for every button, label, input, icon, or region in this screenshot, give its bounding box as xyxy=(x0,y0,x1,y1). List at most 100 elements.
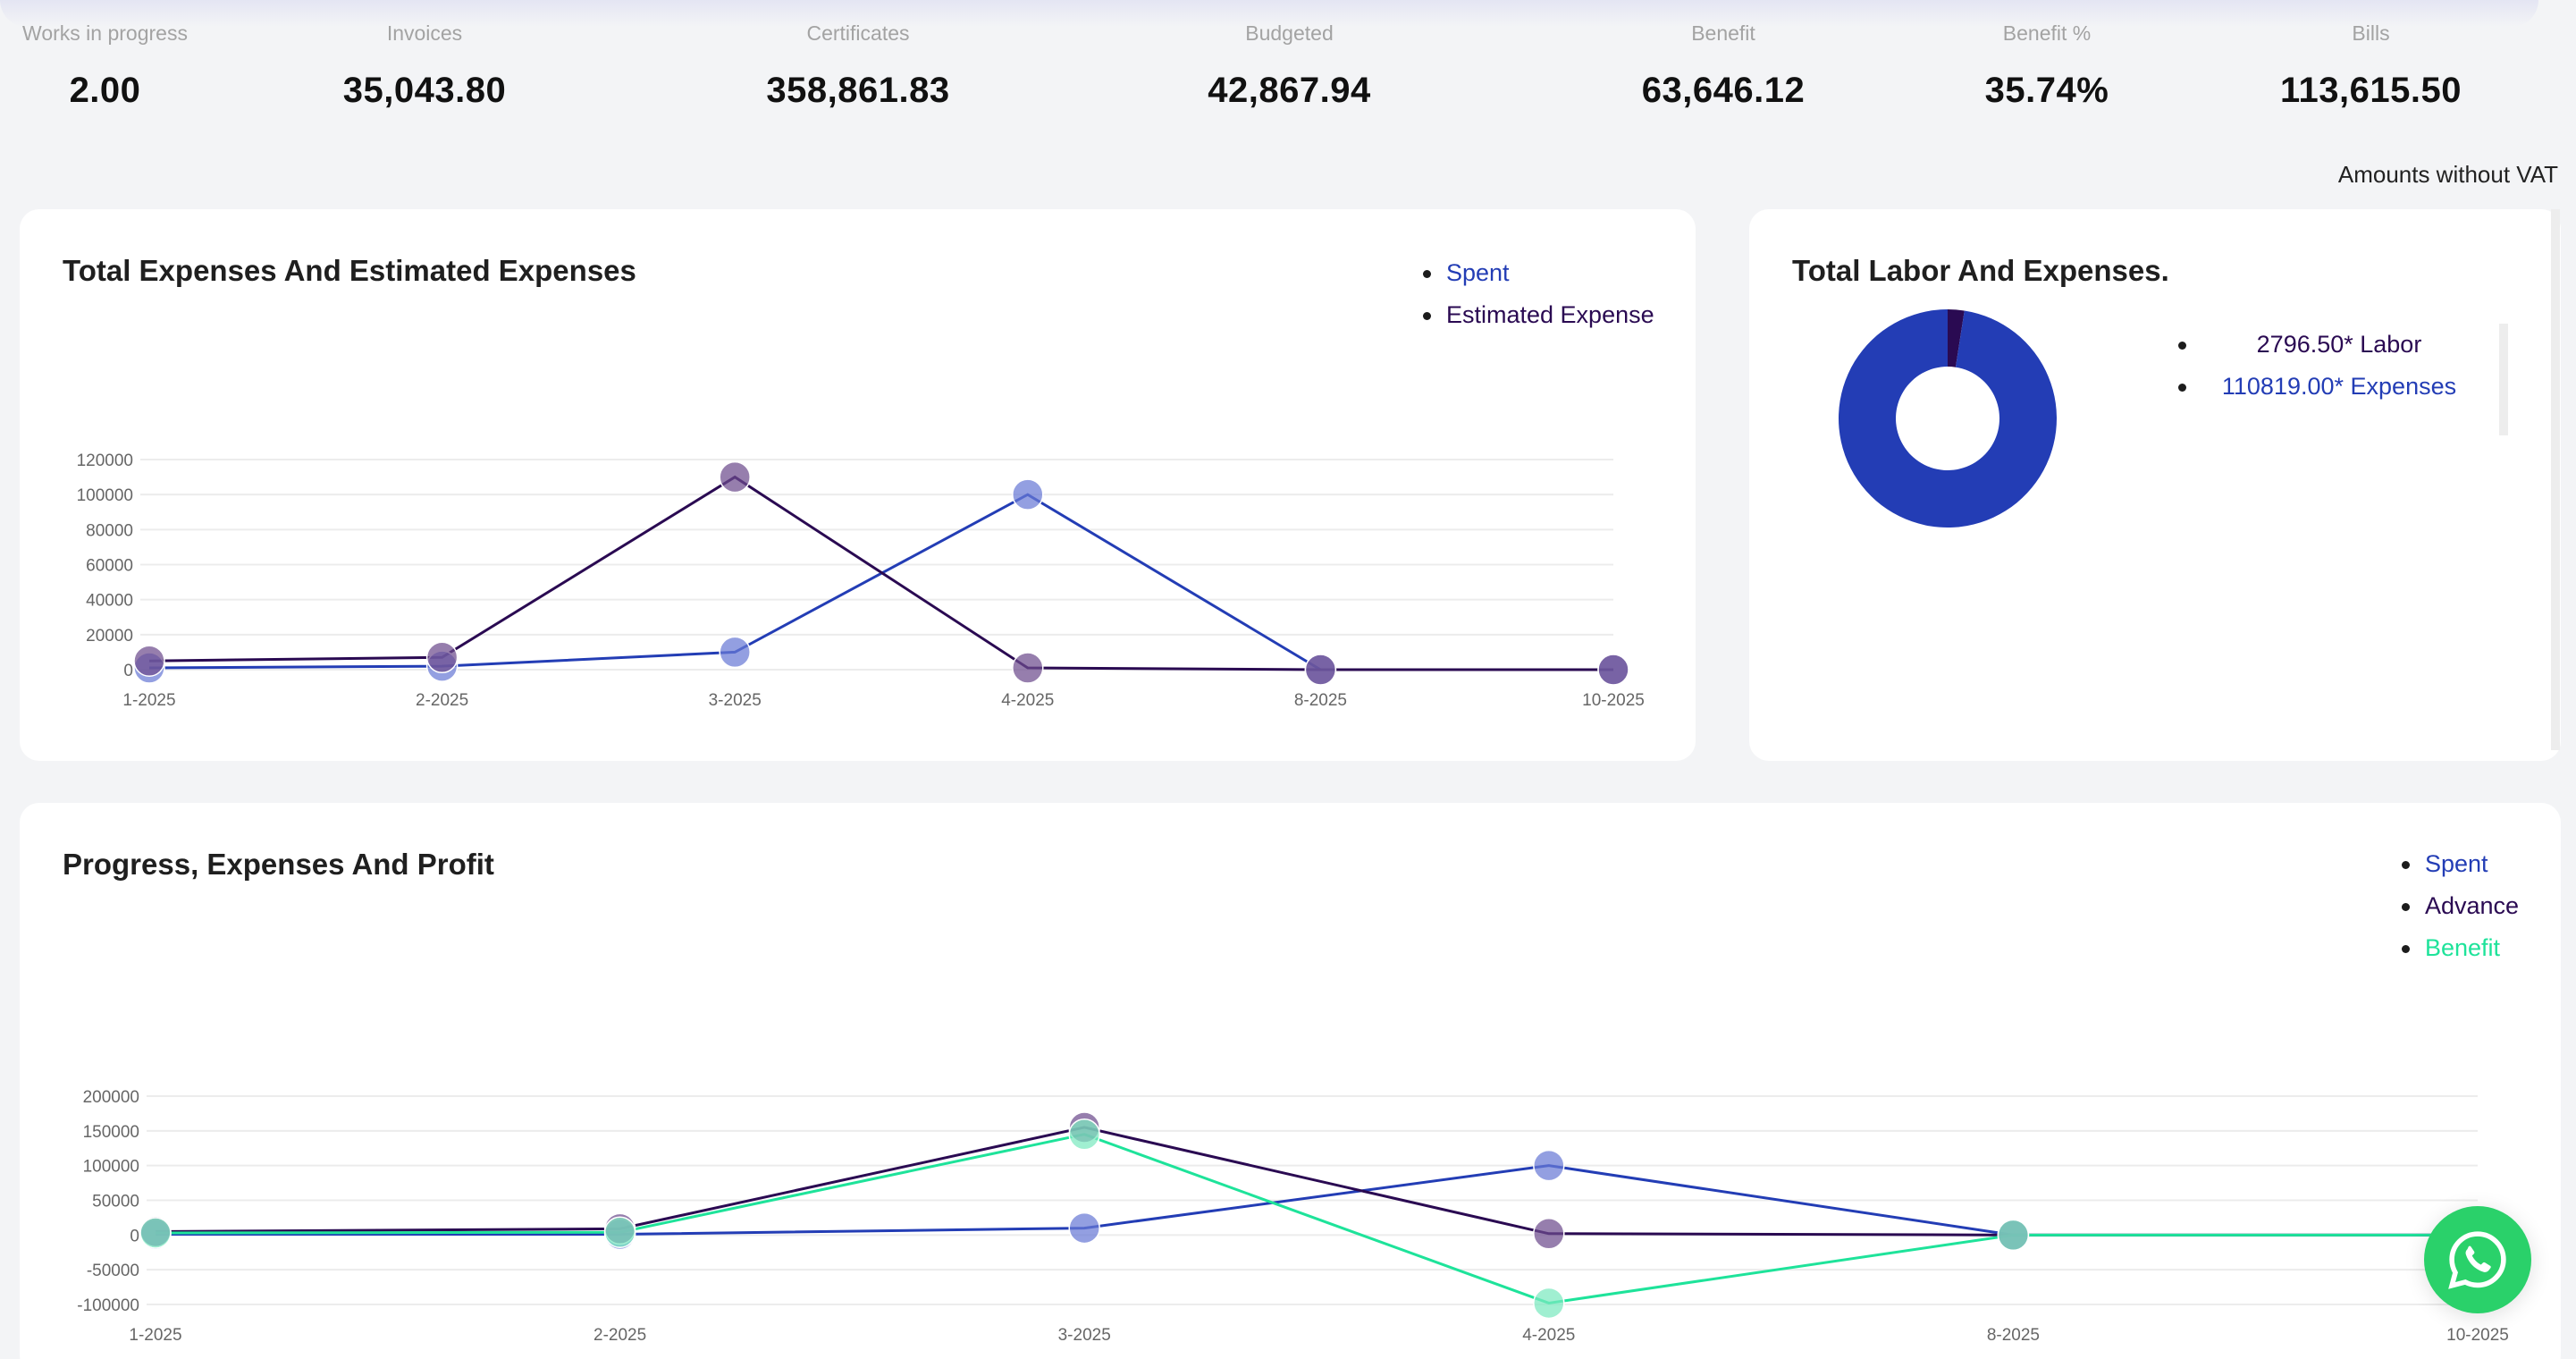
legend-label: Benefit xyxy=(2425,934,2501,961)
stat-value: 35,043.80 xyxy=(342,71,507,110)
progress-line-chart[interactable]: 200000 150000 100000 50000 0 -50000 -100000 1-2… xyxy=(20,803,2561,1359)
legend-item-advance[interactable]: Advance xyxy=(2402,885,2519,927)
y-tick-label: 0 xyxy=(123,662,133,680)
y-tick-label: 80000 xyxy=(86,521,133,540)
stat-bills: Bills 113,615.50 xyxy=(2270,21,2471,111)
y-tick-label: 150000 xyxy=(83,1123,139,1142)
legend-label: 2796.50* Labor xyxy=(2256,331,2422,358)
donut-slice-expenses[interactable] xyxy=(1839,309,2057,528)
chart-legend: Spent Estimated Expense xyxy=(1423,252,1654,336)
stat-benefit: Benefit 63,646.12 xyxy=(1616,21,1831,111)
x-tick-label: 8-2025 xyxy=(1294,691,1347,710)
stat-label: Invoices xyxy=(386,21,463,45)
data-point-spent[interactable] xyxy=(1068,1211,1100,1245)
y-tick-label: -50000 xyxy=(87,1262,139,1280)
stat-works-in-progress: Works in progress 2.00 xyxy=(18,21,192,111)
card-title: Total Labor And Expenses. xyxy=(1792,254,2169,287)
y-tick-label: 60000 xyxy=(86,557,133,576)
legend-scrollbar[interactable] xyxy=(2499,324,2508,435)
stat-label: Benefit xyxy=(1691,21,1755,45)
data-point-estimated-expense[interactable] xyxy=(719,460,751,494)
progress-card: Progress, Expenses And Profit Spent Adva… xyxy=(20,803,2561,1359)
y-tick-label: -100000 xyxy=(77,1296,139,1315)
data-point-spent[interactable] xyxy=(1012,478,1044,511)
data-point-estimated-expense[interactable] xyxy=(1304,654,1337,686)
stat-value: 35.74% xyxy=(1984,71,2109,110)
x-tick-label: 8-2025 xyxy=(1987,1326,2040,1345)
stat-benefit-percent: Benefit % 35.74% xyxy=(1966,21,2127,111)
stat-value: 2.00 xyxy=(69,71,141,110)
stat-value: 42,867.94 xyxy=(1208,71,1371,110)
labor-donut-chart[interactable] xyxy=(1839,308,2107,576)
y-tick-label: 20000 xyxy=(86,627,133,646)
stat-label: Certificates xyxy=(806,21,910,45)
x-tick-label: 10-2025 xyxy=(1582,691,1645,710)
stat-certificates: Certificates 358,861.83 xyxy=(733,21,983,111)
legend-label: Spent xyxy=(2425,850,2488,877)
y-tick-label: 0 xyxy=(130,1227,139,1245)
x-tick-label: 3-2025 xyxy=(709,691,762,710)
stat-value: 113,615.50 xyxy=(2280,71,2462,110)
y-tick-label: 40000 xyxy=(86,592,133,611)
legend-item-expenses[interactable]: 110819.00* Expenses xyxy=(2178,366,2464,408)
data-point-spent[interactable] xyxy=(1533,1149,1565,1182)
legend-label: 110819.00* Expenses xyxy=(2221,373,2457,400)
stat-value: 63,646.12 xyxy=(1641,71,1806,110)
x-tick-label: 1-2025 xyxy=(129,1326,181,1345)
series-line-benefit xyxy=(155,1133,2478,1304)
x-tick-label: 1-2025 xyxy=(122,691,175,710)
expenses-card: Total Expenses And Estimated Expenses Sp… xyxy=(20,209,1696,761)
x-tick-label: 4-2025 xyxy=(1001,691,1054,710)
y-tick-label: 120000 xyxy=(77,452,133,470)
data-point-benefit[interactable] xyxy=(603,1216,636,1248)
expenses-line-chart[interactable]: 120000 100000 80000 60000 40000 20000 0 1-2025 2… xyxy=(20,209,1696,761)
stat-label: Bills xyxy=(2352,21,2390,45)
data-point-spent[interactable] xyxy=(719,636,751,669)
data-point-estimated-expense[interactable] xyxy=(1597,654,1629,686)
legend-item-spent[interactable]: Spent xyxy=(2402,843,2519,885)
data-point-advance[interactable] xyxy=(1533,1218,1565,1250)
labor-card: Total Labor And Expenses. 2796.50* Labor… xyxy=(1749,209,2561,761)
stat-budgeted: Budgeted 42,867.94 xyxy=(1180,21,1399,111)
vat-note: Amounts without VAT xyxy=(2337,161,2558,188)
y-tick-label: 50000 xyxy=(92,1193,139,1211)
card-title: Progress, Expenses And Profit xyxy=(63,848,494,881)
stat-label: Works in progress xyxy=(22,21,188,45)
chart-legend: Spent Advance Benefit xyxy=(2402,843,2519,969)
legend-item-labor[interactable]: 2796.50* Labor xyxy=(2178,324,2464,366)
x-tick-label: 10-2025 xyxy=(2446,1326,2509,1345)
x-tick-label: 4-2025 xyxy=(1522,1326,1575,1345)
donut-slice-labor[interactable] xyxy=(1948,309,1965,367)
x-tick-label: 2-2025 xyxy=(593,1326,646,1345)
legend-label: Spent xyxy=(1446,259,1510,286)
y-tick-label: 200000 xyxy=(83,1088,139,1107)
header-shadow xyxy=(0,0,2538,27)
series-line-estimated-expense xyxy=(148,475,1613,671)
legend-item-estimated[interactable]: Estimated Expense xyxy=(1423,294,1654,336)
series-line-spent xyxy=(148,493,1613,671)
data-point-estimated-expense[interactable] xyxy=(133,645,165,677)
y-tick-label: 100000 xyxy=(83,1158,139,1177)
legend-item-spent[interactable]: Spent xyxy=(1423,252,1654,294)
data-point-estimated-expense[interactable] xyxy=(1012,652,1044,684)
stat-value: 358,861.83 xyxy=(766,71,950,110)
data-point-benefit[interactable] xyxy=(1533,1287,1565,1320)
stat-label: Budgeted xyxy=(1245,21,1334,45)
data-point-benefit[interactable] xyxy=(1068,1118,1100,1151)
x-tick-label: 2-2025 xyxy=(416,691,468,710)
y-tick-label: 100000 xyxy=(77,486,133,505)
whatsapp-button[interactable] xyxy=(2424,1206,2531,1313)
card-title: Total Expenses And Estimated Expenses xyxy=(63,254,636,287)
donut-legend: 2796.50* Labor 110819.00* Expenses xyxy=(2178,324,2464,408)
data-point-benefit[interactable] xyxy=(139,1217,172,1249)
stat-invoices: Invoices 35,043.80 xyxy=(317,21,532,111)
legend-label: Estimated Expense xyxy=(1446,301,1654,328)
data-point-estimated-expense[interactable] xyxy=(425,641,459,674)
legend-item-benefit[interactable]: Benefit xyxy=(2402,927,2519,969)
x-tick-label: 3-2025 xyxy=(1058,1326,1111,1345)
card-scrollbar[interactable] xyxy=(2551,209,2560,750)
whatsapp-icon xyxy=(2448,1231,2506,1289)
legend-label: Advance xyxy=(2425,892,2520,919)
data-point-benefit[interactable] xyxy=(1997,1219,2030,1252)
stat-label: Benefit % xyxy=(2002,21,2092,45)
